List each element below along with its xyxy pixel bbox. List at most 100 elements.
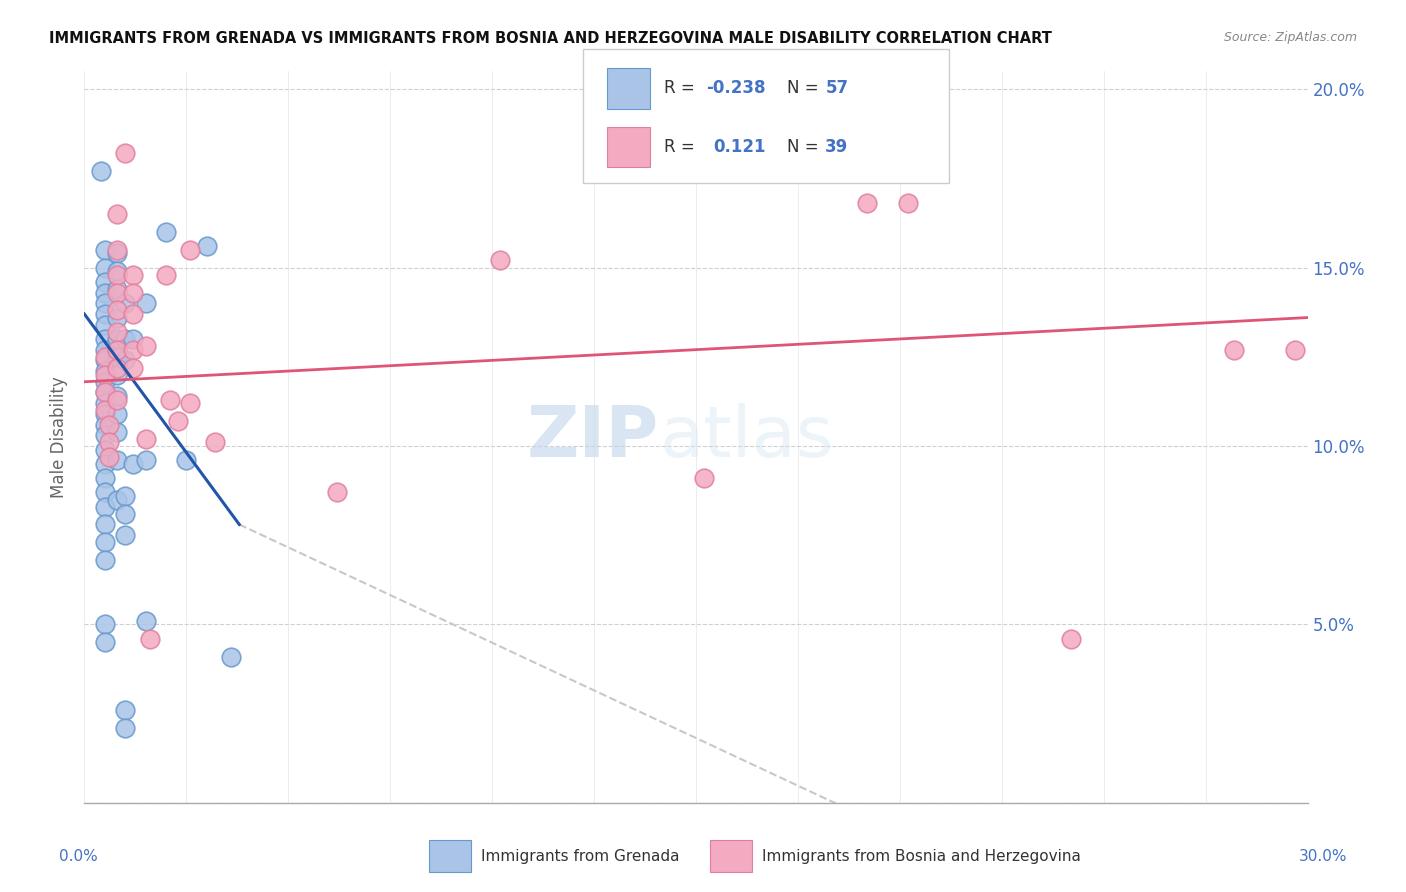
Point: [97, 450, 120, 464]
Text: 0.0%: 0.0%: [59, 849, 98, 863]
Point: [93, 417, 115, 432]
Point: [105, 282, 128, 296]
Text: IMMIGRANTS FROM GRENADA VS IMMIGRANTS FROM BOSNIA AND HERZEGOVINA MALE DISABILIT: IMMIGRANTS FROM GRENADA VS IMMIGRANTS FR…: [49, 31, 1052, 46]
Y-axis label: Male Disability: Male Disability: [51, 376, 69, 498]
Point: [105, 303, 128, 318]
Point: [179, 396, 201, 410]
Point: [122, 457, 145, 471]
Point: [135, 296, 157, 310]
Point: [93, 243, 115, 257]
Point: [114, 507, 136, 521]
Point: [93, 343, 115, 357]
Text: Immigrants from Bosnia and Herzegovina: Immigrants from Bosnia and Herzegovina: [762, 849, 1081, 863]
Text: R =: R =: [664, 138, 704, 156]
Text: Source: ZipAtlas.com: Source: ZipAtlas.com: [1223, 31, 1357, 45]
Point: [93, 442, 115, 457]
Point: [135, 432, 157, 446]
Point: [167, 414, 190, 428]
Point: [155, 268, 177, 282]
Point: [93, 617, 115, 632]
Point: [135, 339, 157, 353]
Text: Immigrants from Grenada: Immigrants from Grenada: [481, 849, 679, 863]
Point: [114, 721, 136, 735]
Text: N =: N =: [787, 138, 824, 156]
Text: 0.121: 0.121: [713, 138, 765, 156]
Point: [93, 275, 115, 289]
Point: [93, 368, 115, 382]
Point: [135, 614, 157, 628]
Point: [204, 435, 226, 450]
Point: [93, 407, 115, 421]
Point: [93, 260, 115, 275]
Point: [114, 146, 136, 161]
Point: [93, 296, 115, 310]
Point: [105, 207, 128, 221]
Point: [856, 196, 879, 211]
Point: [489, 253, 512, 268]
Point: [105, 360, 128, 375]
Point: [93, 428, 115, 442]
Point: [114, 353, 136, 368]
Point: [93, 385, 115, 400]
Text: -0.238: -0.238: [706, 79, 765, 97]
Point: [105, 407, 128, 421]
Point: [114, 332, 136, 346]
Point: [195, 239, 218, 253]
Point: [93, 332, 115, 346]
Point: [105, 368, 128, 382]
Point: [93, 396, 115, 410]
Point: [105, 243, 128, 257]
Point: [135, 453, 157, 467]
Point: [326, 485, 349, 500]
Point: [105, 285, 128, 300]
Point: [105, 453, 128, 467]
Point: [1284, 343, 1306, 357]
Point: [93, 457, 115, 471]
Point: [97, 417, 120, 432]
Point: [105, 389, 128, 403]
Text: 39: 39: [825, 138, 849, 156]
Text: atlas: atlas: [659, 402, 834, 472]
Point: [93, 500, 115, 514]
Point: [105, 310, 128, 325]
Text: R =: R =: [664, 79, 700, 97]
Point: [1060, 632, 1083, 646]
Point: [105, 246, 128, 260]
Point: [93, 403, 115, 417]
Point: [219, 649, 242, 664]
Point: [122, 285, 145, 300]
Point: [105, 332, 128, 346]
Point: [93, 385, 115, 400]
Point: [93, 553, 115, 567]
Point: [122, 307, 145, 321]
Point: [114, 489, 136, 503]
Point: [114, 296, 136, 310]
Point: [93, 635, 115, 649]
Point: [114, 703, 136, 717]
Point: [105, 325, 128, 339]
Text: 30.0%: 30.0%: [1299, 849, 1347, 863]
Point: [105, 350, 128, 364]
Point: [105, 264, 128, 278]
Point: [93, 485, 115, 500]
Point: [93, 364, 115, 378]
Point: [105, 425, 128, 439]
Point: [93, 471, 115, 485]
Point: [93, 307, 115, 321]
Point: [122, 332, 145, 346]
Point: [114, 528, 136, 542]
Point: [93, 285, 115, 300]
Point: [1223, 343, 1246, 357]
Point: [122, 360, 145, 375]
Point: [93, 535, 115, 549]
Text: N =: N =: [787, 79, 824, 97]
Point: [159, 392, 181, 407]
Point: [93, 375, 115, 389]
Point: [122, 343, 145, 357]
Point: [97, 435, 120, 450]
Point: [105, 392, 128, 407]
Point: [93, 353, 115, 368]
Text: 57: 57: [825, 79, 848, 97]
Text: ZIP: ZIP: [527, 402, 659, 472]
Point: [105, 343, 128, 357]
